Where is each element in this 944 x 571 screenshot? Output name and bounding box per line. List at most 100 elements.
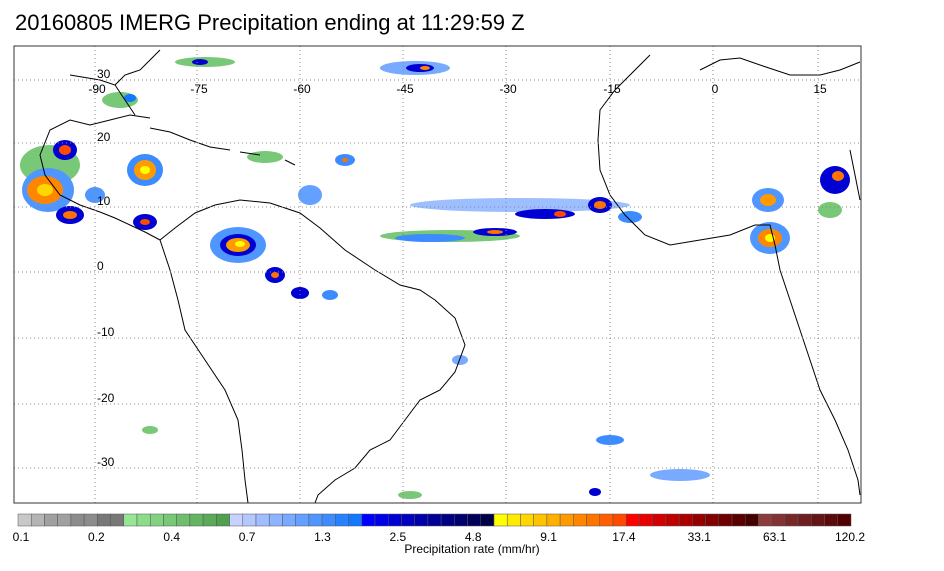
colorbar-swatch [242,513,257,527]
map-title: 20160805 IMERG Precipitation ending at 1… [15,10,525,35]
colorbar-swatch [811,513,825,527]
longitude-label: -30 [499,82,517,96]
colorbar-swatch [149,513,164,527]
colorbar-swatch [321,513,336,527]
colorbar-swatch [506,513,521,527]
colorbar-swatch [454,513,468,527]
colorbar-swatch [692,513,706,527]
colorbar-swatch [480,513,495,527]
colorbar-swatch [440,513,455,527]
colorbar-swatch [44,513,58,527]
colorbar-swatch [546,513,561,527]
colorbar-swatch [387,513,402,527]
colorbar-tick-label: 0.2 [88,530,105,544]
colorbar-swatch [652,513,667,527]
coastlines [39,49,861,504]
colorbar-swatch [17,513,32,527]
colorbar-swatch [136,513,151,527]
colorbar-swatch [374,513,389,527]
colorbar-swatch [361,513,376,527]
longitude-label: -90 [88,82,106,96]
colorbar-tick-label: 120.2 [834,530,866,544]
colorbar-swatch [229,513,244,527]
colorbar-swatch [586,513,601,527]
colorbar-swatch [176,513,191,527]
graticule [14,46,861,503]
colorbar-swatch [758,513,772,527]
precipitation-field [20,57,850,499]
colorbar-swatch [744,513,759,527]
colorbar-swatch [427,513,442,527]
colorbar-swatch [335,513,349,527]
colorbar-swatch [295,513,310,527]
colorbar-swatch [57,513,72,527]
colorbar-swatch [599,513,614,527]
colorbar-tick-label: 0.4 [163,530,181,544]
colorbar-swatch [678,513,693,527]
colorbar-swatch [731,513,746,527]
colorbar-swatch [30,513,45,527]
longitude-label: 15 [813,82,827,96]
longitude-label: 0 [712,82,719,96]
colorbar-swatch [268,513,283,527]
longitude-label: -60 [293,82,311,96]
colorbar-swatch [625,513,640,527]
colorbar-swatch [493,513,508,527]
colorbar-swatch [559,513,574,527]
colorbar-tick-label: 0.7 [238,530,256,544]
colorbar-swatch [797,513,812,527]
colorbar-swatch [348,513,363,527]
longitude-label: -15 [603,82,621,96]
colorbar-swatch [771,513,786,527]
map-frame [13,45,862,504]
colorbar-swatch [163,513,177,527]
colorbar-swatch [414,513,429,527]
colorbar-tick-label: 0.1 [12,530,30,544]
longitude-label: -75 [190,82,208,96]
colorbar-swatch [824,513,839,527]
colorbar-swatch [216,513,230,527]
colorbar-swatch [718,513,733,527]
colorbar-tick-label: 63.1 [762,530,787,544]
colorbar-unit-label: Precipitation rate (mm/hr) [404,542,540,556]
colorbar-swatch [282,513,296,527]
colorbar-tick-label: 2.5 [389,530,407,544]
colorbar-swatch [520,513,534,527]
colorbar-swatch [639,513,653,527]
colorbar-swatch [83,513,98,527]
colorbar-swatch [255,513,270,527]
latitude-label: -10 [97,325,115,339]
latitude-labels: 30 20 10 0 -10 -20 -30 [97,67,115,469]
latitude-label: -30 [97,455,115,469]
latitude-label: 0 [97,259,104,273]
colorbar-tick-label: 33.1 [687,530,711,544]
latitude-label: 10 [97,194,111,208]
colorbar-swatch [70,513,85,527]
colorbar-swatch [784,513,799,527]
colorbar-swatch [665,513,680,527]
colorbar-swatch [837,513,852,527]
latitude-label: 30 [97,67,111,81]
colorbar [17,513,852,527]
colorbar-swatch [467,513,482,527]
colorbar-swatch [612,513,627,527]
latitude-label: 20 [97,130,111,144]
colorbar-swatch [189,513,204,527]
colorbar-swatch [202,513,217,527]
colorbar-swatch [308,513,323,527]
latitude-label: -20 [97,391,115,405]
colorbar-tick-label: 1.3 [314,530,331,544]
longitude-label: -45 [396,82,414,96]
colorbar-tick-label: 17.4 [612,530,636,544]
colorbar-swatch [110,513,125,527]
colorbar-tick-label: 4.8 [464,530,482,544]
colorbar-tick-label: 9.1 [540,530,557,544]
colorbar-swatch [533,513,548,527]
longitude-labels: -90 -75 -60 -45 -30 -15 0 15 [88,82,827,96]
colorbar-swatch [573,513,587,527]
colorbar-swatch [401,513,415,527]
colorbar-swatch [97,513,111,527]
colorbar-swatch [123,513,138,527]
colorbar-swatch [705,513,720,527]
